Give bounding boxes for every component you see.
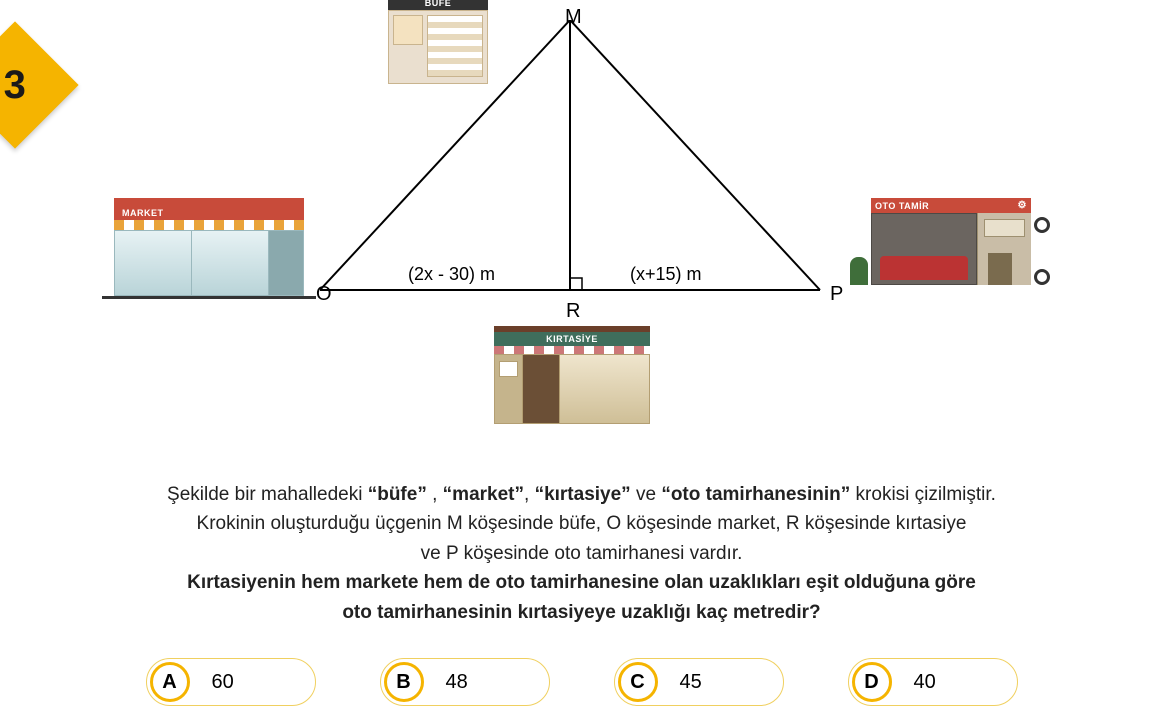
q-text-fragment: , xyxy=(524,484,535,505)
building-oto-tamir: OTO TAMİR ⚙ xyxy=(850,198,1050,285)
options-row: A 60 B 48 C 45 D 40 xyxy=(0,658,1163,706)
question-text: Şekilde bir mahalledeki “büfe” , “market… xyxy=(0,480,1163,627)
tire-icon xyxy=(1034,217,1050,233)
q-quote-ototamir: “oto tamirhanesinin” xyxy=(661,484,850,505)
option-B[interactable]: B 48 xyxy=(380,658,550,706)
q-text-fragment: , xyxy=(427,484,443,505)
building-kirtasiye: KIRTASİYE xyxy=(494,326,650,424)
option-A-letter: A xyxy=(150,662,190,702)
q-quote-market: “market” xyxy=(443,484,524,505)
q-quote-bufe: “büfe” xyxy=(368,484,427,505)
option-D-letter: D xyxy=(852,662,892,702)
oto-tamir-sign: OTO TAMİR xyxy=(875,201,929,211)
diagram-area: M O R P (2x - 30) m (x+15) m BÜFE MARKET… xyxy=(100,0,1060,480)
question-number: 3 xyxy=(4,63,26,108)
edge-RP-label: (x+15) m xyxy=(630,264,702,285)
question-line-2: Krokinin oluşturduğu üçgenin M köşesinde… xyxy=(40,509,1123,538)
option-A[interactable]: A 60 xyxy=(146,658,316,706)
question-bold-1: Kırtasiyenin hem markete hem de oto tami… xyxy=(40,568,1123,597)
building-market: MARKET xyxy=(114,198,304,299)
kirtasiye-sign: KIRTASİYE xyxy=(494,332,650,346)
question-number-badge: 3 xyxy=(0,21,79,148)
vertex-P-label: P xyxy=(830,283,843,306)
q-text-fragment: ve xyxy=(631,484,662,505)
bufe-sign: BÜFE xyxy=(388,0,488,10)
question-line-3: ve P köşesinde oto tamirhanesi vardır. xyxy=(40,539,1123,568)
gear-icon: ⚙ xyxy=(1018,200,1027,211)
vertex-R-label: R xyxy=(566,300,580,323)
building-bufe: BÜFE xyxy=(388,0,488,84)
market-sign: MARKET xyxy=(114,206,304,220)
q-text-fragment: Şekilde bir mahalledeki xyxy=(167,484,368,505)
q-text-fragment: krokisi çizilmiştir. xyxy=(850,484,996,505)
question-line-1: Şekilde bir mahalledeki “büfe” , “market… xyxy=(40,480,1123,509)
tire-icon xyxy=(1034,269,1050,285)
option-B-value: 48 xyxy=(446,671,468,694)
option-C-value: 45 xyxy=(680,671,702,694)
vertex-O-label: O xyxy=(316,283,332,306)
option-C[interactable]: C 45 xyxy=(614,658,784,706)
option-C-letter: C xyxy=(618,662,658,702)
option-D-value: 40 xyxy=(914,671,936,694)
option-D[interactable]: D 40 xyxy=(848,658,1018,706)
vertex-M-label: M xyxy=(565,6,582,29)
option-A-value: 60 xyxy=(212,671,234,694)
option-B-letter: B xyxy=(384,662,424,702)
edge-OR-label: (2x - 30) m xyxy=(408,264,495,285)
q-quote-kirtasiye: “kırtasiye” xyxy=(535,484,631,505)
question-bold-2: oto tamirhanesinin kırtasiyeye uzaklığı … xyxy=(40,598,1123,627)
